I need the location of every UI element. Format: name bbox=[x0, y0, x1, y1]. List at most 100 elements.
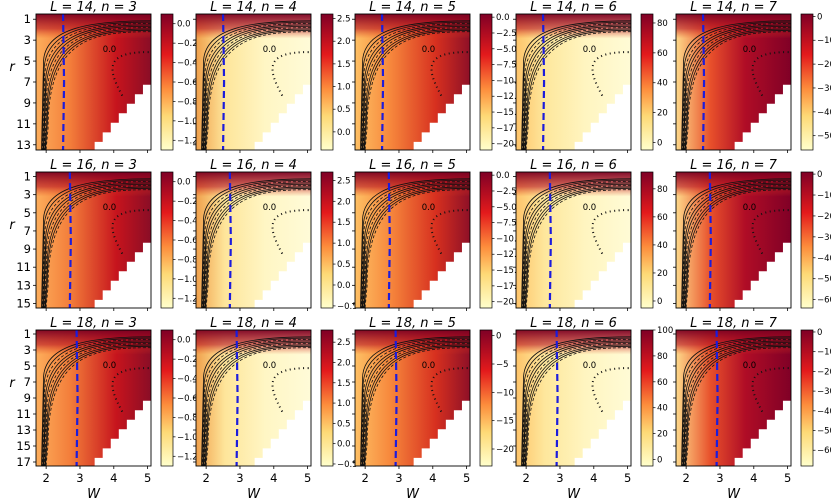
colorbar-tick-label: −10.0 bbox=[496, 234, 522, 244]
x-tick-label: 3 bbox=[556, 471, 563, 485]
contour-line bbox=[45, 31, 151, 151]
y-tick-label: 9 bbox=[24, 96, 31, 110]
contour-line bbox=[45, 29, 151, 151]
panel-title: L = 16, n = 5 bbox=[369, 158, 456, 173]
x-tick-label: 4 bbox=[750, 471, 757, 485]
panel-L18-n7: L = 18, n = 7 0.0 2 3 4 5 W 0 −100 −200 −300 −400 −5… bbox=[673, 316, 831, 500]
y-tick-label: 13 bbox=[16, 138, 31, 152]
contour-line bbox=[524, 186, 631, 309]
colorbar: 0 −100 −200 −300 −400 −500 −600 bbox=[800, 328, 831, 467]
colorbar-tick-label: −12.5 bbox=[496, 250, 522, 260]
contour-line bbox=[525, 187, 631, 309]
contour-line bbox=[523, 183, 631, 309]
colorbar-tick-label: 0 bbox=[657, 297, 662, 307]
contour-line bbox=[203, 343, 311, 467]
heatmap: 0.0 bbox=[676, 330, 791, 467]
contour-line bbox=[45, 345, 151, 467]
contour-label: 0.0 bbox=[422, 45, 436, 55]
x-tick-label: 2 bbox=[202, 471, 209, 485]
heatmap: 0.0 bbox=[36, 330, 151, 467]
colorbar-tick-label: 1.0 bbox=[337, 239, 351, 249]
contour-line bbox=[43, 341, 151, 467]
panel-title: L = 14, n = 5 bbox=[369, 0, 456, 15]
contour-line bbox=[522, 340, 631, 467]
contour-line bbox=[683, 185, 791, 309]
contour-line bbox=[521, 179, 631, 309]
colorbar-gradient bbox=[640, 329, 654, 467]
panel-L16-n7: L = 16, n = 7 0.0 0 −100 −200 −300 −400 −500 −60… bbox=[673, 158, 831, 311]
axes-frame bbox=[515, 171, 632, 309]
x-axis-label: W bbox=[87, 487, 101, 500]
heatmap: 0.0 bbox=[516, 330, 631, 467]
contour-line bbox=[683, 25, 791, 151]
critical-w-line bbox=[387, 171, 391, 309]
colorbar-tick-label: −2.5 bbox=[496, 29, 517, 39]
colorbar-gradient bbox=[320, 13, 334, 151]
x-tick-label: 4 bbox=[590, 471, 597, 485]
contour-label: 0.0 bbox=[583, 203, 597, 213]
contour-line bbox=[681, 336, 791, 467]
critical-w-line bbox=[235, 329, 239, 467]
contour-line bbox=[362, 343, 470, 467]
contour-line bbox=[202, 340, 311, 467]
colorbar: 2.5 2.0 1.5 1.0 0.5 0.0 −0.5 bbox=[320, 171, 358, 312]
colorbar-tick-label: −0.4 bbox=[177, 375, 198, 385]
panel-title: L = 14, n = 7 bbox=[690, 0, 778, 15]
colorbar-tick-label: 0 bbox=[496, 332, 501, 342]
contour-line bbox=[361, 339, 470, 467]
colorbar-tick-label: 0.5 bbox=[337, 419, 351, 429]
contour-line bbox=[41, 179, 151, 309]
colorbar-tick-label: −200 bbox=[817, 60, 831, 70]
contour-line bbox=[682, 182, 791, 309]
x-tick-label: 3 bbox=[76, 471, 83, 485]
y-tick-label: 11 bbox=[16, 260, 31, 274]
contour-label: 0.0 bbox=[103, 203, 117, 213]
colorbar-tick-label: −400 bbox=[817, 254, 831, 264]
heatmap: 0.0 bbox=[676, 14, 791, 151]
colorbar-tick-label: −200 bbox=[817, 367, 831, 377]
contour-line bbox=[363, 344, 470, 467]
contour-line bbox=[522, 182, 631, 309]
colorbar-tick-label: 20 bbox=[657, 109, 668, 119]
panel-title: L = 18, n = 6 bbox=[530, 316, 617, 331]
contour-line bbox=[42, 340, 151, 467]
colorbar-tick-label: −0.6 bbox=[177, 78, 198, 88]
colorbar-tick-label: −7.5 bbox=[496, 219, 517, 229]
contour-line bbox=[360, 178, 470, 309]
colorbar-tick-label: −100 bbox=[817, 36, 831, 46]
colorbar: 80 60 40 20 0 bbox=[640, 13, 668, 151]
contour-line bbox=[202, 182, 311, 309]
contour-line bbox=[42, 24, 151, 151]
colorbar-gradient bbox=[479, 13, 493, 151]
contour-line bbox=[524, 28, 631, 151]
contour-line bbox=[44, 28, 151, 151]
x-tick-label: 5 bbox=[144, 471, 151, 485]
colorbar-tick-label: −17.5 bbox=[496, 124, 522, 134]
colorbar-gradient bbox=[640, 13, 654, 151]
contour-line bbox=[205, 345, 311, 467]
contour-label: 0.0 bbox=[743, 45, 757, 55]
y-axis-label: r bbox=[9, 218, 16, 233]
colorbar-tick-label: 20 bbox=[657, 430, 668, 440]
colorbar-tick-label: 0.0 bbox=[337, 440, 351, 450]
critical-w-line bbox=[715, 329, 719, 467]
contour-line bbox=[683, 343, 791, 467]
colorbar-tick-label: 1.0 bbox=[337, 83, 351, 93]
x-axis-label: W bbox=[406, 487, 420, 500]
colorbar-tick-label: −12.5 bbox=[496, 92, 522, 102]
contour-line bbox=[364, 345, 470, 467]
colorbar-tick-label: 0.0 bbox=[337, 281, 351, 291]
x-axis-label: W bbox=[567, 487, 581, 500]
contour-line bbox=[685, 345, 791, 467]
colorbar-tick-label: 40 bbox=[657, 241, 668, 251]
contour-line bbox=[522, 181, 631, 309]
contour-line bbox=[203, 185, 311, 309]
contour-line bbox=[521, 178, 631, 309]
colorbar-tick-label: 1.5 bbox=[337, 218, 351, 228]
colorbar-tick-label: −20.0 bbox=[496, 140, 522, 150]
colorbar: 80 60 40 20 0 bbox=[640, 171, 668, 309]
x-tick-label: 3 bbox=[236, 471, 243, 485]
panel-L18-n5: L = 18, n = 5 0.0 2 3 4 5 W 0 −5 −10 −15 −20 bbox=[352, 316, 514, 500]
y-tick-label: 11 bbox=[16, 407, 31, 421]
